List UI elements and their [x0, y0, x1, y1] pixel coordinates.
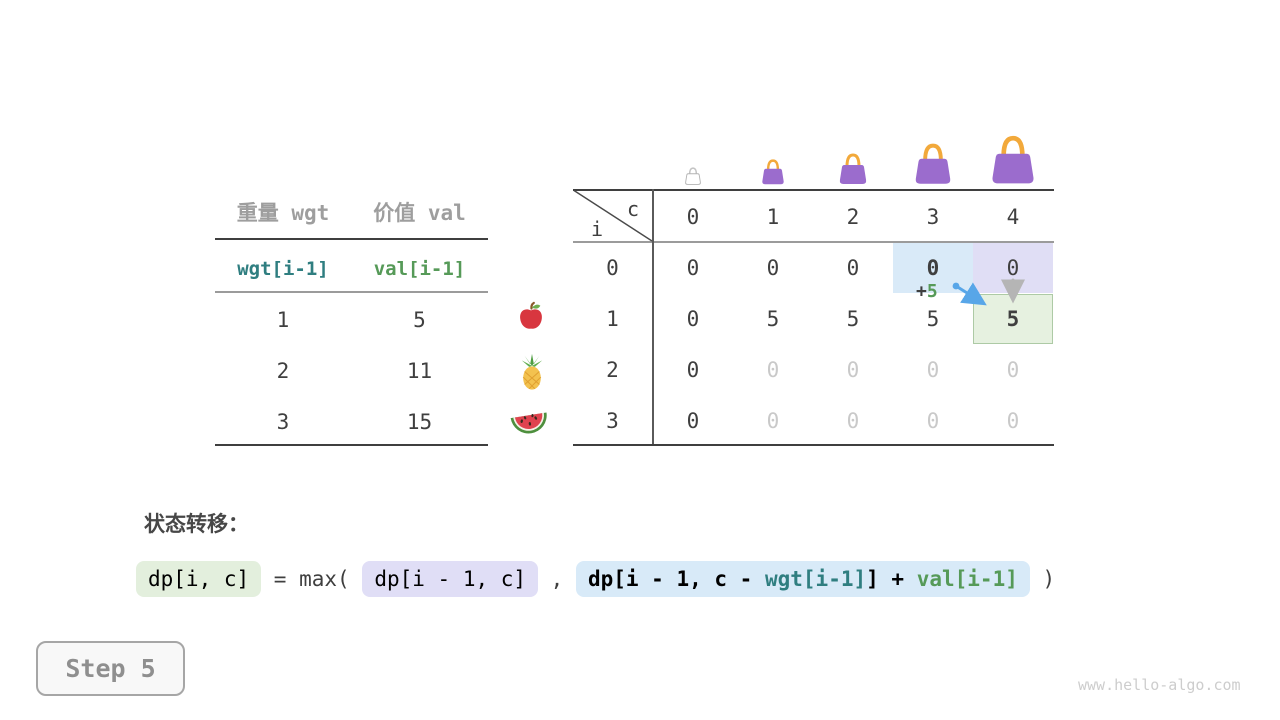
items-header-value: 价值 val [373, 201, 466, 225]
dp-corner-col-var: c [626, 197, 640, 221]
annotation-value: 5 [926, 281, 938, 302]
dp-cell: 0 [846, 256, 860, 280]
annotation-prefix: + [916, 281, 927, 302]
dp-cell: 5 [926, 307, 940, 331]
dp-cell: 0 [686, 307, 700, 331]
step-button[interactable]: Step 5 [36, 641, 185, 696]
dp-cell: 5 [766, 307, 780, 331]
handbag-icon [988, 134, 1038, 186]
dp-cell: 0 [846, 358, 860, 382]
dp-col-header: 3 [926, 205, 940, 229]
dp-col-header: 2 [846, 205, 860, 229]
dp-cell: 0 [846, 409, 860, 433]
dp-cell: 0 [766, 358, 780, 382]
items-subheader-val: val[i-1] [373, 258, 466, 280]
formula-option2-chip: dp[i - 1, c - wgt[i-1]] + val[i-1] [575, 561, 1030, 597]
items-cell: 3 [276, 410, 290, 434]
dp-row-header: 1 [606, 307, 619, 331]
formula-lhs-chip: dp[i, c] [136, 561, 262, 597]
dp-corner-row-var: i [590, 217, 604, 241]
dp-bottom-rule [573, 444, 1054, 446]
items-cell: 11 [406, 359, 433, 383]
watermelon-icon [508, 406, 550, 436]
dp-cell: 0 [926, 409, 940, 433]
dp-vertical-rule [652, 189, 654, 446]
dp-top-rule [573, 189, 1054, 191]
dp-cell: 0 [766, 256, 780, 280]
formula-seg-val: val[i-1] [916, 567, 1018, 591]
dp-annotation-plus5: +5 [916, 281, 938, 302]
dp-col-header: 0 [686, 205, 700, 229]
state-transition-formula: dp[i, c] = max( dp[i - 1, c] , dp[i - 1,… [136, 561, 1055, 597]
dp-cell: 0 [766, 409, 780, 433]
dp-cell: 0 [1006, 409, 1020, 433]
items-cell: 1 [276, 308, 290, 332]
empty-bag-icon [684, 166, 702, 186]
dp-cell: 0 [973, 243, 1053, 293]
items-header-weight: 重量 wgt [236, 201, 330, 225]
dp-cell: 0 [686, 409, 700, 433]
dp-cell: 0 [893, 243, 973, 293]
handbag-icon [912, 142, 954, 186]
apple-icon [516, 301, 546, 331]
dp-header-rule [573, 241, 1054, 243]
formula-seg-wgt: wgt[i-1] [764, 567, 867, 591]
items-table-mid-rule [215, 291, 488, 293]
dp-col-header: 1 [766, 205, 780, 229]
dp-cell: 5 [846, 307, 860, 331]
dp-col-header: 4 [1006, 205, 1020, 229]
items-cell: 2 [276, 359, 290, 383]
dp-cell: 0 [686, 256, 700, 280]
dp-cell: 0 [1006, 358, 1020, 382]
items-cell: 15 [406, 410, 433, 434]
dp-row-header: 2 [606, 358, 619, 382]
formula-equals-max: = max( [261, 567, 363, 591]
items-table-top-rule [215, 238, 488, 240]
handbag-icon [837, 152, 869, 186]
watermark: www.hello-algo.com [1078, 676, 1241, 694]
dp-cell: 0 [686, 358, 700, 382]
formula-close-paren: ) [1029, 567, 1056, 591]
formula-seg-dp: dp[i - 1, c - [587, 567, 765, 591]
state-transition-label: 状态转移： [144, 512, 249, 536]
dp-cell: 5 [973, 294, 1053, 344]
dp-row-header: 3 [606, 409, 619, 433]
items-cell: 5 [413, 308, 426, 332]
pineapple-icon [517, 352, 547, 391]
items-table-bottom-rule [215, 444, 488, 446]
dp-cell: 0 [926, 358, 940, 382]
formula-option1-chip: dp[i - 1, c] [362, 561, 539, 597]
formula-comma: , [538, 567, 576, 591]
dp-row-header: 0 [606, 256, 619, 280]
items-subheader-wgt: wgt[i-1] [237, 258, 329, 280]
formula-seg-plus: ] + [866, 567, 917, 591]
handbag-icon [760, 158, 786, 186]
